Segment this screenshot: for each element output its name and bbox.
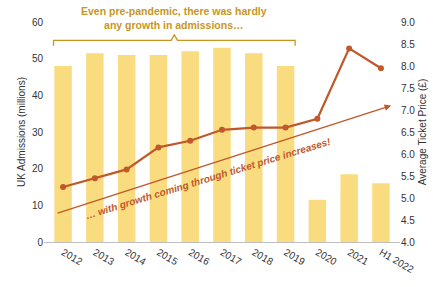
svg-text:UK Admissions (millions): UK Admissions (millions) [16,77,27,187]
svg-text:40: 40 [32,90,44,101]
svg-text:2015: 2015 [155,247,180,268]
svg-text:2012: 2012 [60,247,85,268]
svg-text:7.5: 7.5 [401,83,415,94]
svg-text:30: 30 [32,127,44,138]
svg-text:2017: 2017 [219,247,244,268]
svg-text:H1 2022: H1 2022 [377,247,416,276]
svg-text:2018: 2018 [250,247,275,268]
svg-text:8.0: 8.0 [401,61,415,72]
svg-text:2014: 2014 [123,247,148,268]
svg-text:5.5: 5.5 [401,171,415,182]
svg-text:5.0: 5.0 [401,193,415,204]
svg-text:6.0: 6.0 [401,149,415,160]
svg-text:2021: 2021 [346,247,371,268]
svg-text:9.0: 9.0 [401,17,415,28]
svg-text:Average Ticket Price (£): Average Ticket Price (£) [417,79,428,186]
svg-text:0: 0 [37,237,43,248]
svg-text:7.0: 7.0 [401,105,415,116]
svg-text:50: 50 [32,53,44,64]
svg-text:6.5: 6.5 [401,127,415,138]
svg-text:2020: 2020 [314,247,339,268]
svg-text:20: 20 [32,163,44,174]
svg-text:2019: 2019 [282,247,307,268]
svg-text:8.5: 8.5 [401,39,415,50]
svg-text:4.5: 4.5 [401,215,415,226]
svg-text:10: 10 [32,200,44,211]
svg-text:Even pre-pandemic, there was h: Even pre-pandemic, there was hardlyany g… [81,5,267,31]
svg-text:60: 60 [32,17,44,28]
svg-text:… with growth coming through t: … with growth coming through ticket pric… [84,136,332,221]
svg-text:2016: 2016 [187,247,212,268]
svg-text:4.0: 4.0 [401,237,415,248]
svg-text:2013: 2013 [91,247,116,268]
